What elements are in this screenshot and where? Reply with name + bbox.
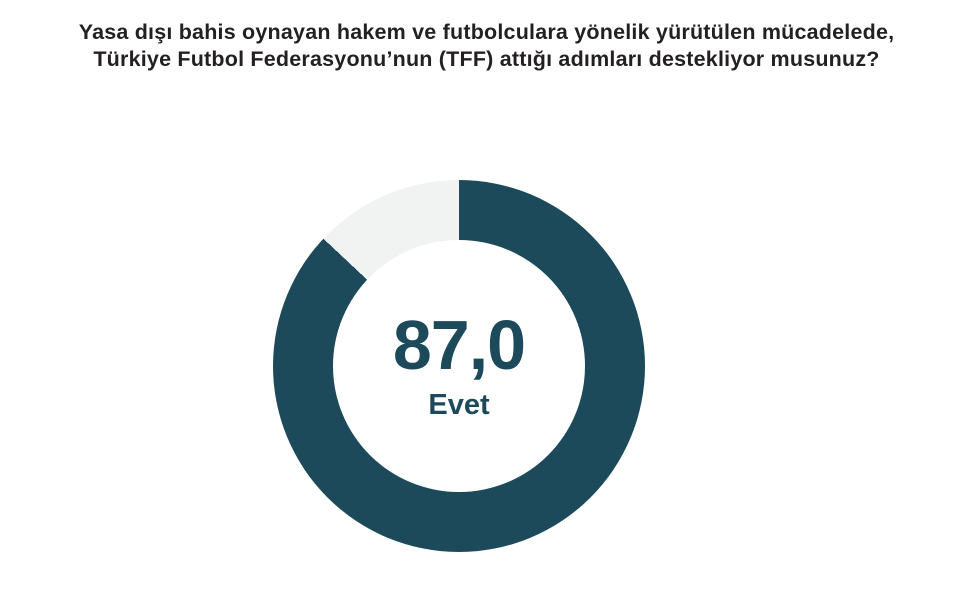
donut-center-value: 87,0 (392, 305, 526, 384)
donut-center: 87,0 Evet (333, 240, 585, 492)
donut-chart: 87,0 Evet (273, 180, 645, 552)
question-title: Yasa dışı bahis oynayan hakem ve futbolc… (0, 19, 973, 73)
donut-center-label: Evet (428, 389, 490, 422)
question-title-line1: Yasa dışı bahis oynayan hakem ve futbolc… (78, 20, 895, 44)
question-title-line2: Türkiye Futbol Federasyonu’nun (TFF) att… (93, 47, 880, 71)
